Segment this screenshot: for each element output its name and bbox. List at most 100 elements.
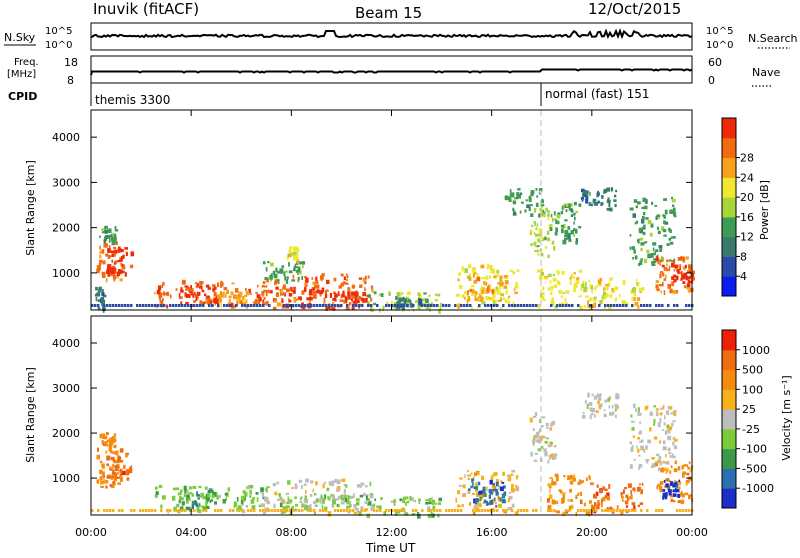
- x-tick-label: 00:00: [676, 526, 708, 539]
- colorbar-tick-label: 20: [740, 191, 754, 204]
- power-cell: [323, 300, 326, 306]
- power-cell: [640, 242, 645, 246]
- velocity-cell: [639, 502, 644, 505]
- velocity-cell: [546, 426, 549, 429]
- power-cell: [538, 188, 543, 192]
- velocity-cell: [108, 437, 111, 442]
- power-ground-cell: [658, 304, 661, 307]
- velocity-cell: [547, 459, 550, 464]
- velocity-cell: [260, 490, 264, 494]
- velocity-cell: [656, 485, 658, 490]
- power-cell: [578, 295, 582, 298]
- power-cell: [471, 270, 474, 273]
- velocity-cell: [112, 457, 115, 462]
- power-cell: [564, 237, 568, 241]
- power-cell: [507, 301, 511, 306]
- velocity-cell: [154, 486, 158, 490]
- velocity-cell: [673, 493, 677, 497]
- power-cell: [293, 289, 296, 294]
- power-cell: [668, 237, 672, 241]
- power-ground-cell: [319, 304, 322, 307]
- power-cell: [549, 279, 552, 284]
- velocity-cell: [114, 472, 117, 477]
- power-cell: [591, 203, 593, 207]
- power-cell: [534, 222, 536, 226]
- power-cell: [244, 294, 248, 297]
- velocity-cell: [529, 417, 533, 423]
- power-cell: [682, 281, 686, 284]
- power-cell: [650, 223, 654, 228]
- velocity-cell: [582, 411, 585, 415]
- velocity-ground-cell: [142, 509, 145, 512]
- velocity-cell: [641, 439, 644, 443]
- power-cell: [97, 265, 101, 271]
- colorbar-tick-label: 28: [740, 152, 754, 165]
- velocity-cell: [179, 489, 183, 494]
- power-ground-cell: [565, 304, 568, 307]
- power-cell: [294, 263, 297, 267]
- power-cell: [585, 199, 589, 204]
- velocity-ground-cell: [259, 509, 262, 512]
- velocity-cell: [534, 452, 538, 455]
- power-cell: [324, 291, 327, 296]
- power-cell: [503, 275, 508, 278]
- power-cell: [230, 305, 235, 309]
- power-cell: [655, 258, 659, 262]
- power-ground-cell: [178, 304, 181, 307]
- power-cell: [491, 297, 495, 301]
- velocity-cell: [611, 405, 614, 409]
- power-cell: [362, 277, 366, 283]
- colorbar-swatch: [722, 236, 736, 257]
- power-cell: [348, 295, 350, 299]
- power-cell: [629, 234, 632, 237]
- velocity-cell: [489, 500, 493, 505]
- power-cell: [99, 235, 101, 238]
- power-ground-cell: [127, 304, 130, 307]
- power-cell: [301, 275, 304, 280]
- power-ground-cell: [187, 304, 190, 307]
- power-cell: [610, 187, 614, 192]
- velocity-cell: [116, 476, 121, 479]
- velocity-cell: [261, 503, 266, 508]
- power-ground-cell: [316, 304, 319, 307]
- power-cell: [565, 231, 568, 236]
- power-cell: [109, 268, 112, 272]
- power-cell: [320, 278, 323, 282]
- power-cell: [649, 232, 653, 237]
- power-cell: [496, 289, 500, 294]
- power-cell: [468, 276, 472, 281]
- velocity-ground-cell: [121, 509, 124, 512]
- velocity-cell: [409, 496, 412, 501]
- power-cell: [567, 234, 571, 240]
- power-cell: [257, 300, 260, 305]
- velocity-cell: [105, 480, 109, 484]
- power-ground-cell: [562, 304, 565, 307]
- power-cell: [569, 280, 572, 285]
- velocity-cell: [482, 502, 485, 505]
- velocity-ground-cell: [661, 509, 664, 512]
- power-ground-cell: [286, 304, 289, 307]
- velocity-cell: [207, 506, 210, 509]
- power-cell: [263, 296, 266, 300]
- power-cell: [422, 303, 426, 307]
- velocity-cell: [365, 485, 368, 488]
- power-cell: [332, 307, 336, 311]
- power-cell: [202, 302, 206, 305]
- power-cell: [184, 285, 188, 288]
- power-cell: [603, 287, 605, 292]
- power-cell: [108, 240, 111, 243]
- power-cell: [546, 237, 551, 242]
- velocity-cell: [109, 449, 113, 454]
- velocity-cell: [425, 499, 429, 502]
- power-cell: [535, 202, 539, 207]
- velocity-cell: [477, 502, 482, 507]
- power-cell: [261, 285, 265, 288]
- power-ground-cell: [568, 304, 571, 307]
- velocity-cell: [181, 501, 185, 506]
- velocity-cell: [500, 486, 504, 492]
- velocity-cell: [472, 511, 476, 516]
- velocity-ground-cell: [682, 509, 685, 512]
- velocity-ground-cell: [496, 509, 499, 512]
- velocity-cell: [112, 463, 114, 469]
- power-cell: [541, 237, 545, 242]
